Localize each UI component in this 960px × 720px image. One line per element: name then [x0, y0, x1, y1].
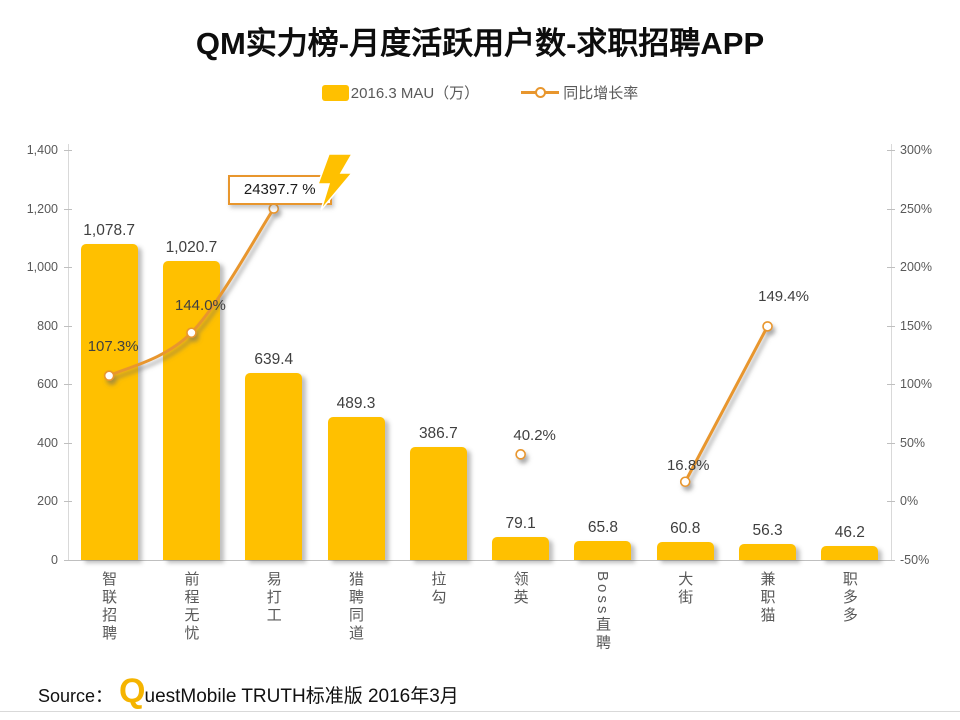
growth-value-label: 107.3%	[87, 337, 139, 355]
right-axis-tick	[887, 325, 895, 327]
left-axis-tick-label: 1,400	[26, 143, 58, 157]
category-label[interactable]: 智联招聘	[100, 571, 118, 643]
left-axis-tick	[64, 442, 72, 444]
x-axis-line	[64, 560, 895, 561]
bar[interactable]	[656, 542, 714, 560]
category-label[interactable]: 领英	[511, 571, 529, 607]
category-label[interactable]: 猎聘同道	[347, 571, 365, 643]
legend: 2016.3 MAU（万） 同比增长率	[0, 82, 960, 103]
left-axis-tick-label: 0	[51, 553, 58, 567]
right-axis-tick	[887, 442, 895, 444]
right-axis-tick-label: 150%	[900, 318, 932, 333]
left-axis-tick-label: 400	[37, 435, 58, 450]
source-label: Source：	[38, 686, 114, 706]
left-axis-line	[68, 144, 69, 560]
left-axis-tick-label: 1,200	[26, 201, 58, 216]
left-axis-tick-label: 600	[37, 377, 58, 392]
left-axis-tick	[64, 208, 72, 210]
bar[interactable]	[245, 372, 303, 560]
growth-point-marker[interactable]	[679, 476, 691, 488]
growth-value-label: 16.8%	[666, 456, 710, 474]
category-label[interactable]: 职多多	[840, 571, 858, 625]
left-axis-tick	[64, 267, 72, 269]
right-axis-tick-label: 300%	[900, 143, 932, 157]
chart-title: QM实力榜-月度活跃用户数-求职招聘APP	[195, 26, 765, 61]
bar[interactable]	[409, 446, 467, 560]
right-axis-tick-label: 100%	[900, 377, 932, 392]
right-axis-tick	[887, 501, 895, 503]
lightning-icon	[316, 152, 354, 211]
left-axis-tick	[64, 560, 72, 561]
bar[interactable]	[739, 543, 797, 560]
left-axis-tick	[64, 501, 72, 503]
legend-item-growth[interactable]: 同比增长率	[521, 82, 638, 103]
category-label[interactable]: 拉勾	[429, 571, 447, 607]
bar-value-label: 56.3	[752, 521, 783, 539]
left-axis-tick	[64, 325, 72, 327]
growth-outlier-annotation[interactable]: 24397.7 %	[227, 174, 332, 205]
legend-label-mau: 2016.3 MAU（万）	[350, 85, 480, 102]
bar-value-label: 639.4	[254, 350, 294, 368]
left-axis-tick	[64, 150, 72, 151]
category-label[interactable]: Boss直聘	[593, 571, 611, 653]
right-axis-tick	[887, 150, 895, 151]
right-axis-tick	[887, 384, 895, 386]
growth-point-marker[interactable]	[515, 449, 526, 460]
right-axis-tick-label: 50%	[900, 435, 926, 450]
left-axis-tick-label: 1,000	[26, 260, 58, 275]
right-axis-tick	[887, 267, 895, 269]
bar-value-label: 60.8	[670, 520, 701, 538]
right-axis-tick-label: 250%	[900, 201, 932, 216]
legend-item-mau[interactable]: 2016.3 MAU（万）	[321, 82, 480, 103]
growth-value-label: 149.4%	[758, 288, 809, 306]
right-axis-tick	[887, 560, 895, 561]
category-label[interactable]: 大街	[676, 571, 694, 607]
category-label[interactable]: 兼职猫	[758, 571, 776, 625]
source-note: Source： Q uestMobile TRUTH标准版 2016年3月	[38, 672, 459, 711]
bar-value-label: 1,020.7	[165, 239, 218, 257]
right-axis-line	[891, 144, 892, 560]
growth-point-marker[interactable]	[268, 203, 280, 214]
left-axis-tick-label: 200	[37, 494, 58, 509]
growth-value-label: 144.0%	[175, 296, 226, 314]
category-label[interactable]: 易打工	[264, 571, 282, 625]
bar-value-label: 46.2	[834, 524, 865, 542]
bar[interactable]	[327, 416, 385, 560]
right-axis-tick-label: 200%	[900, 260, 932, 275]
bar[interactable]	[80, 244, 138, 560]
bar[interactable]	[574, 540, 632, 560]
legend-label-growth: 同比增长率	[563, 85, 639, 102]
source-brand-text: uestMobile TRUTH标准版 2016年3月	[144, 686, 459, 707]
right-axis-tick-label: -50%	[900, 553, 930, 567]
left-axis-tick-label: 800	[37, 318, 58, 333]
bar-value-label: 65.8	[587, 518, 619, 536]
line-series-glyph-icon	[521, 87, 560, 98]
category-label[interactable]: 前程无忧	[182, 571, 200, 643]
bar-value-label: 489.3	[336, 394, 376, 412]
right-axis-tick-label: 0%	[900, 494, 919, 509]
bar[interactable]	[821, 546, 879, 560]
slide-bottom-border	[0, 711, 960, 712]
growth-point-marker[interactable]	[762, 321, 773, 332]
growth-value-label: 40.2%	[513, 427, 556, 445]
bar[interactable]	[492, 536, 550, 560]
bar-value-label: 386.7	[418, 424, 458, 442]
questmobile-logo: Q	[119, 672, 146, 710]
left-axis-tick	[64, 384, 72, 386]
bar-series-swatch-icon	[321, 84, 349, 101]
bar-value-label: 79.1	[505, 514, 536, 532]
bar-value-label: 1,078.7	[83, 222, 135, 240]
right-axis-tick	[887, 208, 895, 210]
